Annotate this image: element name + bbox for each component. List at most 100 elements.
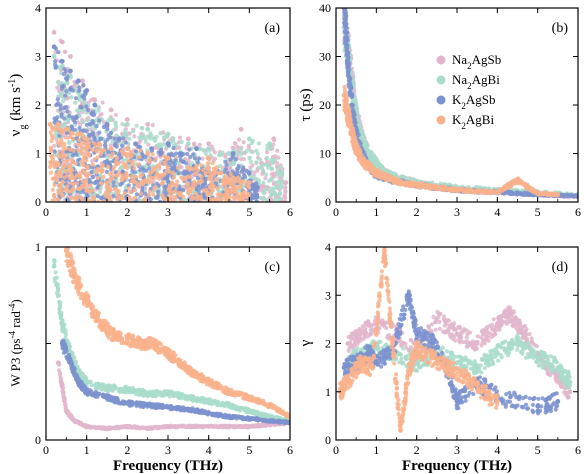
panel-a-cloud-k2agbi (170, 180, 175, 185)
panel-a-cloud-k2agbi (224, 180, 229, 185)
panel-a-cloud-k2agbi (129, 179, 135, 184)
panel-a-cloud-na2agbi (269, 189, 274, 194)
panel-b-cloud-k2agbi (549, 191, 554, 196)
panel-a-cloud-k2agsb (123, 140, 128, 145)
panel-a-cloud-k2agbi (138, 191, 144, 196)
panel-a-cloud-k2agsb (65, 109, 70, 114)
panel-a-cloud-k2agsb (92, 180, 97, 186)
panel-a-cloud-k2agsb (111, 193, 116, 198)
panel-a-cloud-k2agbi (205, 155, 210, 160)
panel-a-cloud-na2agbi (69, 95, 74, 100)
panel-b-cloud-k2agsb (511, 191, 516, 197)
panel-a-cloud-k2agsb (111, 180, 116, 185)
panel-a-cloud-k2agsb (228, 157, 233, 162)
panel-a-cloud-na2agbi (71, 203, 75, 207)
panel-a-cloud-k2agbi (55, 197, 61, 202)
panel-a-cloud-na2agbi (264, 155, 269, 160)
panel-a-cloud-k2agbi (70, 175, 75, 181)
panel-a-cloud-k2agsb (187, 147, 192, 152)
panel-a-cloud-k2agbi (56, 162, 62, 167)
panel-a-cloud-na2agsb (233, 141, 238, 146)
panel-a-cloud-na2agbi (179, 139, 184, 144)
panel-a-cloud-k2agsb (91, 121, 96, 126)
panel-a-cloud-k2agbi (235, 195, 240, 200)
panel-a-cloud-k2agbi (228, 172, 233, 177)
panel-a-cloud-k2agsb (62, 116, 67, 121)
panel-a-cloud-k2agbi (122, 164, 127, 169)
panel-c-cloud-na2agsb (66, 412, 71, 417)
panel-a-cloud-na2agbi (244, 149, 249, 154)
panel-a-cloud-k2agsb (185, 151, 190, 157)
panel-b-cloud-k2agsb (344, 14, 349, 19)
panel-a-cloud-na2agbi (227, 162, 232, 167)
panel-a-cloud-na2agbi (134, 123, 139, 128)
panel-a-cloud-k2agbi (87, 152, 92, 157)
panel-a-cloud-k2agsb (68, 86, 73, 91)
panel-a-cloud-k2agsb (180, 152, 185, 157)
panel-a-cloud-k2agbi (174, 183, 179, 188)
panel-b-cloud-na2agbi (374, 161, 379, 166)
panel-b-cloud-k2agbi (460, 187, 465, 192)
panel-a-cloud-k2agbi (178, 202, 182, 206)
panel-a-cloud-na2agbi (98, 190, 103, 195)
panel-a-point-na2agsb (124, 117, 130, 122)
panel-a-cloud-k2agbi (50, 159, 55, 164)
panel-a-cloud-na2agsb (52, 143, 57, 148)
panel-a-cloud-k2agbi (77, 173, 83, 178)
panel-a-cloud-na2agsb (212, 156, 217, 161)
panel-a-cloud-k2agsb (74, 96, 79, 101)
panel-a-cloud-na2agsb (241, 140, 246, 145)
panel-a-cloud-k2agbi (58, 137, 64, 142)
panel-b-cloud-k2agbi (467, 187, 472, 192)
panel-a-cloud-k2agbi (211, 172, 216, 177)
panel-a-cloud-k2agbi (219, 197, 224, 202)
panel-a-cloud-k2agsb (162, 188, 167, 193)
panel-b-cloud-k2agbi (477, 189, 483, 194)
panel-a-cloud-k2agbi (50, 135, 55, 140)
panel-a-cloud-k2agsb (195, 160, 200, 165)
panel-a-point-na2agsb (80, 78, 85, 84)
panel-a-cloud-na2agsb (282, 193, 287, 198)
panel-a-cloud-k2agsb (83, 91, 88, 96)
panel-a-cloud-k2agsb (108, 130, 114, 135)
panel-a-cloud-k2agbi (147, 189, 152, 194)
panel-a-cloud-na2agbi (65, 81, 70, 86)
panel-a-cloud-k2agbi (143, 197, 148, 202)
panel-a-cloud-na2agbi (272, 157, 277, 162)
panel-b-cloud-k2agbi (491, 189, 496, 194)
panel-a-cloud-k2agsb (84, 104, 89, 109)
panel-b-cloud-k2agbi (403, 180, 409, 185)
panel-a-cloud-k2agbi (241, 179, 246, 184)
panel-a-cloud-k2agbi (94, 144, 99, 149)
panel-a-cloud-na2agsb (150, 123, 155, 128)
panel-a-cloud-k2agbi (150, 152, 155, 157)
panel-a-cloud-k2agbi (70, 168, 75, 173)
panel-a-cloud-na2agbi (274, 180, 279, 185)
panel-a-cloud-na2agbi (86, 118, 91, 123)
panel-a-cloud-k2agbi (83, 158, 89, 163)
panel-a-cloud-k2agsb (254, 199, 259, 202)
panel-a-cloud-k2agbi (238, 180, 243, 185)
panel-a-cloud-na2agbi (77, 92, 82, 97)
panel-a-cloud-na2agbi (165, 134, 170, 139)
panel-a-cloud-na2agbi (279, 173, 284, 178)
panel-b-cloud-k2agsb (352, 119, 357, 124)
panel-a-cloud-na2agbi (266, 162, 271, 167)
panel-a-cloud-k2agbi (214, 197, 220, 202)
panel-b-cloud-k2agsb (346, 78, 351, 83)
panel-a-cloud-k2agsb (174, 151, 179, 156)
panel-a-cloud-k2agbi (189, 185, 194, 190)
panel-b-cloud-k2agbi (414, 183, 419, 188)
panel-a-cloud-k2agbi (58, 172, 63, 177)
panel-a-cloud-na2agsb (55, 85, 60, 90)
panel-a-cloud-k2agbi (199, 197, 204, 202)
panel-c-cloud-na2agsb (57, 370, 63, 375)
panel-a-cloud-k2agsb (63, 93, 68, 98)
panel-a-cloud-k2agsb (73, 120, 78, 125)
panel-a-cloud-k2agsb (236, 163, 241, 168)
panel-b-cloud-k2agbi (346, 119, 351, 124)
panel-a-cloud-k2agbi (65, 158, 70, 163)
panel-b-cloud-k2agbi (516, 179, 521, 184)
panel-a-cloud-k2agsb (104, 169, 110, 174)
panel-a-cloud-k2agbi (128, 198, 133, 202)
